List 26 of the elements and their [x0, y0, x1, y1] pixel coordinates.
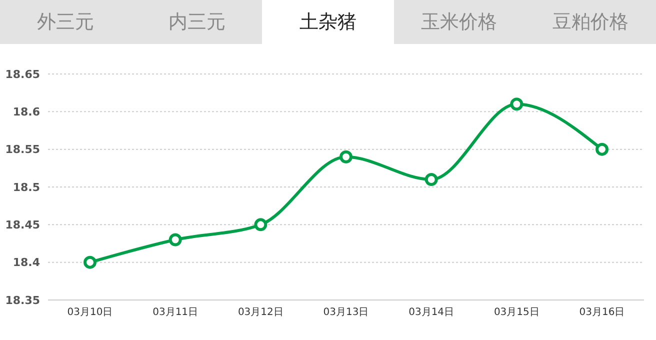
y-tick-label: 18.35 [5, 294, 40, 307]
y-tick-label: 18.45 [5, 218, 40, 232]
point [596, 142, 608, 156]
point [254, 218, 268, 232]
y-tick-label: 18.5 [12, 180, 40, 194]
x-tick-label: 03月11日 [152, 307, 198, 318]
y-tick-label: 18.55 [5, 143, 40, 156]
point [424, 172, 438, 186]
chart-title: 土杂猪 [262, 0, 394, 44]
text: 外三元 [36, 10, 96, 35]
text: 内三元 [167, 10, 226, 35]
text: 玉米价格 [420, 10, 498, 35]
point [168, 233, 182, 246]
x-tick-label: 03月15日 [494, 307, 540, 318]
text: 豆粕价格 [551, 10, 630, 35]
x-tick-label: 03月14日 [408, 307, 454, 318]
y-tick-label: 18.4 [12, 256, 40, 270]
y-tick-label: 18.65 [5, 68, 40, 81]
point [510, 98, 524, 111]
x-tick-label: 03月10日 [67, 307, 113, 318]
x-tick-label: 03月12日 [238, 307, 284, 318]
x-tick-label: 03月16日 [579, 307, 625, 318]
x-tick-label: 03月13日 [323, 307, 369, 318]
point [340, 150, 352, 164]
point [84, 256, 96, 269]
y-tick-label: 18.6 [12, 106, 40, 119]
